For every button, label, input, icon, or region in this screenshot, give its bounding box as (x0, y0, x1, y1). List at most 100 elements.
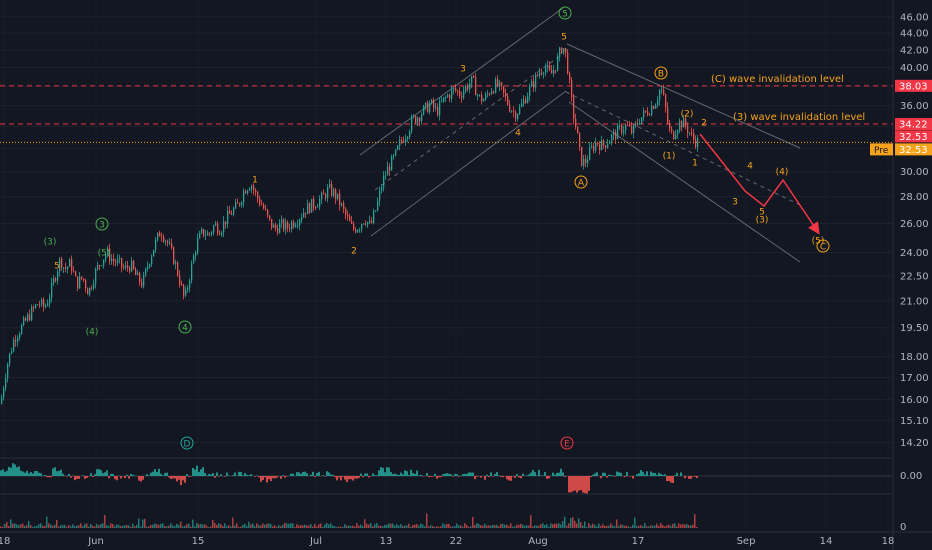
volume-bar (126, 524, 128, 528)
wave-label: 4 (182, 324, 188, 334)
volume-bar (696, 526, 698, 528)
x-tick-label: 18 (882, 536, 895, 547)
oscillator-bar (668, 476, 670, 481)
y-tick-label: 42.00 (900, 45, 929, 56)
candle-body (319, 199, 321, 207)
candle-body (585, 159, 587, 164)
candle-body (509, 104, 511, 112)
oscillator-bar (296, 472, 298, 476)
volume-bar (244, 523, 246, 528)
oscillator-bar (420, 474, 422, 476)
volume-bar (520, 523, 522, 528)
y-tick-label: 28.00 (900, 192, 929, 203)
oscillator-bar (50, 476, 52, 478)
candle-body (309, 203, 311, 213)
candle-body (607, 143, 609, 148)
oscillator-bar (70, 476, 72, 478)
volume-bar (582, 525, 584, 528)
candle-body (369, 220, 371, 223)
volume-bar (4, 523, 6, 528)
oscillator-bar (142, 476, 144, 480)
price-label-prefix-bg (870, 143, 893, 156)
volume-bar (262, 523, 264, 528)
volume-bar (580, 522, 582, 528)
oscillator-bar (440, 476, 442, 478)
candle-body (183, 284, 185, 296)
oscillator-bar (464, 473, 466, 476)
volume-bar (478, 523, 480, 528)
oscillator-bar (284, 476, 286, 478)
oscillator-bar (644, 474, 646, 476)
volume-bar (288, 523, 290, 528)
volume-bar (664, 526, 666, 528)
time-axis[interactable]: 18 Jun 15 Jul 13 22 Aug 17 Sep 14 18 (0, 531, 932, 547)
oscillator-bar (100, 470, 102, 476)
oscillator-bar (474, 476, 476, 480)
volume-bar (250, 524, 252, 528)
candle-body (237, 202, 239, 204)
candle-body (613, 131, 615, 135)
oscillator-bar (12, 463, 14, 476)
oscillator-bar (46, 476, 48, 478)
oscillator-bar (48, 476, 50, 478)
volume-bar (522, 524, 524, 528)
volume-bar (694, 514, 696, 528)
volume-bar (476, 523, 478, 528)
oscillator-bar (334, 476, 336, 478)
oscillator-bar (26, 470, 28, 476)
volume-bar (344, 524, 346, 528)
oscillator-bar (388, 467, 390, 476)
candle-body (317, 206, 319, 208)
candle-body (119, 258, 121, 260)
candle-body (289, 227, 291, 230)
oscillator-bar (344, 476, 346, 480)
candle-body (463, 91, 465, 98)
candle-body (667, 107, 669, 124)
volume-bar (628, 526, 630, 528)
candle-body (343, 203, 345, 209)
y-tick-label: 26.00 (900, 219, 929, 230)
wave-label: 5 (561, 33, 567, 43)
oscillator-bar (522, 473, 524, 476)
oscillator-bar (358, 476, 360, 478)
x-tick-label: 15 (192, 536, 205, 547)
volume-bar (434, 526, 436, 528)
wave-label: 1 (692, 159, 698, 169)
y-tick-label: 14.20 (900, 438, 929, 449)
candle-body (525, 99, 527, 103)
candle-body (529, 86, 531, 97)
candle-body (461, 95, 463, 98)
candle-body (31, 306, 33, 321)
volume-bar (294, 526, 296, 528)
candle-body (501, 82, 503, 87)
volume-bar (58, 526, 60, 528)
wave-label-circle (558, 6, 572, 20)
candle-body (617, 125, 619, 139)
volume-bar (68, 525, 70, 528)
volume-bar (36, 525, 38, 528)
volume-bar (232, 517, 234, 528)
oscillator-bar (406, 471, 408, 476)
candle-body (337, 193, 339, 200)
oscillator-bar (410, 469, 412, 476)
candle-body (211, 232, 213, 234)
volume-bar (234, 525, 236, 528)
candle-body (557, 56, 559, 71)
candle-body (451, 89, 453, 99)
volume-bar (268, 523, 270, 528)
candle-body (291, 221, 293, 230)
horizontal-levels: (C) wave invalidation level (3) wave inva… (0, 74, 893, 143)
oscillator-bar (412, 473, 414, 476)
oscillator-bar (548, 476, 550, 479)
candle-body (647, 111, 649, 115)
volume-bar (64, 524, 66, 528)
candle-body (9, 353, 11, 365)
volume-bar (672, 524, 674, 528)
volume-bar (236, 523, 238, 528)
candle-body (591, 146, 593, 148)
volume-bar (222, 526, 224, 528)
candle-body (81, 276, 83, 279)
volume-bar (302, 525, 304, 528)
candle-body (307, 203, 309, 214)
